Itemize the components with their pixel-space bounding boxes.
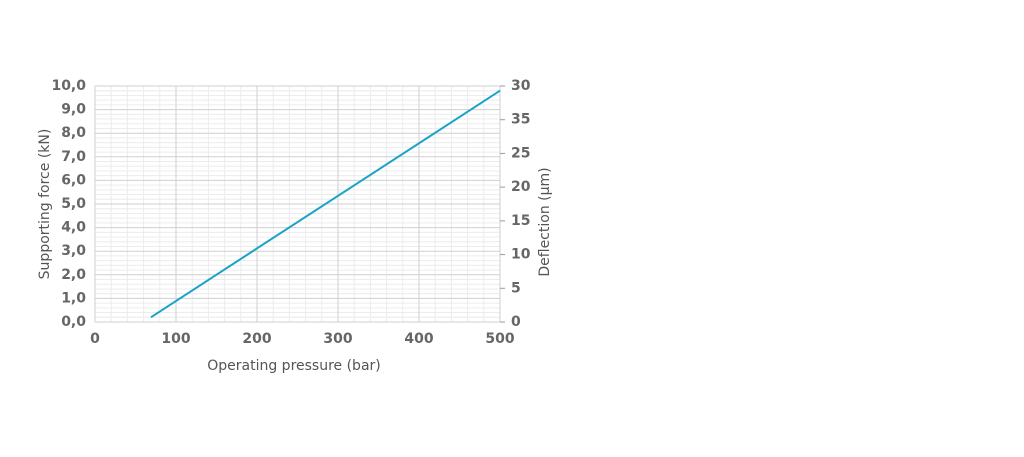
x-tick-label: 300 xyxy=(323,331,352,347)
y-tick-label: 9,0 xyxy=(61,102,86,118)
y2-tick-label: 20 xyxy=(511,179,531,195)
y2-tick-label: 30 xyxy=(511,78,531,94)
y-tick-label: 10,0 xyxy=(51,78,86,94)
y-axis-label: Supporting force (kN) xyxy=(37,129,53,280)
y-tick-label: 4,0 xyxy=(61,220,86,236)
x-tick-label: 500 xyxy=(485,331,514,347)
x-tick-label: 100 xyxy=(161,331,190,347)
y2-tick-label: 0 xyxy=(511,314,521,330)
y2-tick-label: 5 xyxy=(511,280,521,296)
y-tick-label: 8,0 xyxy=(61,125,86,141)
y-tick-label: 0,0 xyxy=(61,314,86,330)
y2-tick-label: 35 xyxy=(511,112,530,128)
y-tick-label: 1,0 xyxy=(61,290,86,306)
y2-tick-label: 15 xyxy=(511,213,530,229)
y-tick-label: 2,0 xyxy=(61,267,86,283)
y-tick-label: 5,0 xyxy=(61,196,86,212)
y2-tick-label: 25 xyxy=(511,145,530,161)
x-tick-label: 0 xyxy=(90,331,100,347)
y-tick-label: 6,0 xyxy=(61,172,86,188)
y2-tick-label: 10 xyxy=(511,247,531,263)
x-axis-label: Operating pressure (bar) xyxy=(207,358,381,374)
x-tick-label: 200 xyxy=(242,331,271,347)
data-line xyxy=(150,89,501,319)
x-tick-label: 400 xyxy=(404,331,433,347)
y2-axis-label: Deflection (μm) xyxy=(537,167,553,276)
y-tick-label: 7,0 xyxy=(61,149,86,165)
y-tick-label: 3,0 xyxy=(61,243,86,259)
